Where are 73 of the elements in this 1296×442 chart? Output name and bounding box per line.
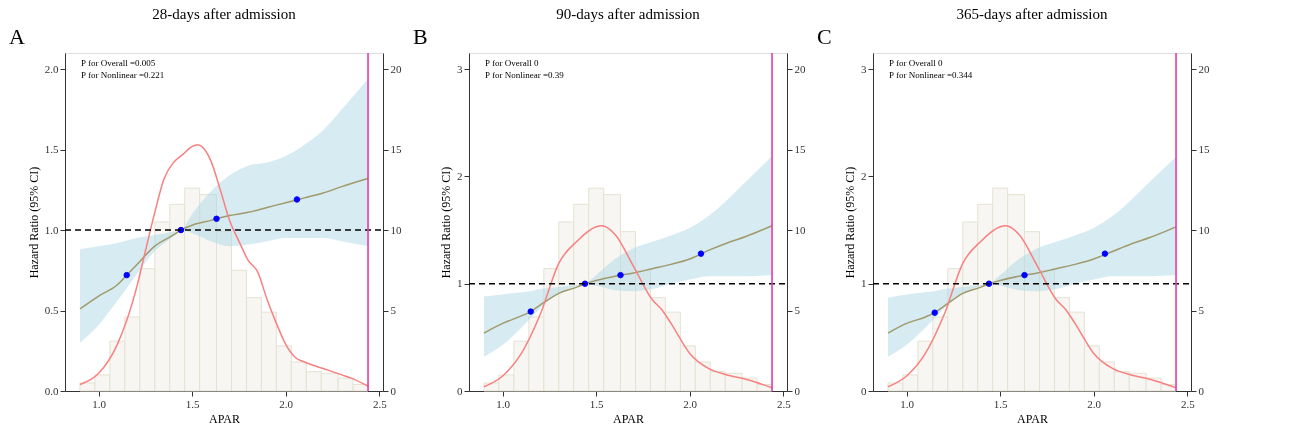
- y2-tick-label: 10: [390, 223, 402, 236]
- point: [581, 280, 589, 287]
- y-tick-label: 0: [861, 384, 867, 397]
- point: [697, 250, 705, 257]
- y-tick-label: 1: [457, 277, 463, 290]
- point: [213, 215, 220, 223]
- y2-tick-label: 15: [794, 143, 806, 156]
- y-axis-title: Hazard Ratio (95% CI): [843, 166, 857, 279]
- y-tick-label: 1.5: [44, 143, 59, 156]
- x-tick-label: 2.5: [1180, 397, 1196, 410]
- y2-tick-label: 20: [794, 62, 806, 75]
- y2-tick-label: 5: [1198, 304, 1205, 317]
- annotation: P for Overall 0: [889, 58, 943, 68]
- x-tick-label: 2.0: [279, 397, 294, 410]
- y-tick-label: 1.0: [44, 223, 59, 236]
- annotation: P for Overall 0: [485, 58, 539, 68]
- y-tick-label: 1: [861, 277, 867, 290]
- y-tick-label: 2.0: [44, 62, 59, 75]
- y2-tick-label: 5: [390, 304, 397, 317]
- x-tick-label: 2.5: [776, 397, 792, 410]
- point: [931, 309, 938, 316]
- chart-title: 365-days after admission: [956, 6, 1108, 22]
- line-series: [887, 226, 1177, 334]
- point: [1021, 271, 1028, 279]
- y2-tick-label: 0: [1198, 384, 1205, 397]
- y2-tick-label: 20: [390, 62, 402, 75]
- y2-tick-label: 0: [390, 384, 397, 397]
- y2-tick-label: 5: [794, 304, 801, 317]
- point: [177, 226, 185, 234]
- annotation: P for Nonlinear =0.39: [485, 70, 565, 80]
- y-tick-label: 0.0: [44, 384, 59, 397]
- x-tick-label: 1.0: [496, 397, 511, 410]
- y-tick-label: 0.5: [44, 304, 59, 317]
- x-tick-label: 2.5: [372, 397, 388, 410]
- x-tick-label: 1.5: [185, 397, 201, 410]
- x-tick-label: 1.0: [92, 397, 107, 410]
- x-tick-label: 2.0: [683, 397, 698, 410]
- y2-tick-label: 15: [390, 143, 402, 156]
- y-tick-label: 2: [861, 169, 867, 182]
- y-tick-label: 3: [457, 62, 463, 75]
- x-tick-label: 1.5: [589, 397, 605, 410]
- point: [985, 280, 993, 287]
- annotation: P for Nonlinear =0.344: [889, 70, 973, 80]
- line-series: [79, 177, 369, 310]
- y-tick-label: 3: [861, 62, 867, 75]
- y2-tick-label: 15: [1198, 143, 1210, 156]
- chart-title: 90-days after admission: [556, 6, 701, 22]
- y-axis-title: Hazard Ratio (95% CI): [439, 166, 453, 279]
- x-axis-title: APAR: [613, 411, 644, 426]
- annotation: P for Overall =0.005: [81, 58, 156, 68]
- point: [123, 271, 130, 279]
- point: [527, 308, 534, 315]
- x-tick-label: 2.0: [1087, 397, 1102, 410]
- point: [1101, 250, 1109, 257]
- text: B: [413, 24, 428, 49]
- y2-tick-label: 10: [1198, 223, 1210, 236]
- x-tick-label: 1.0: [900, 397, 915, 410]
- y-axis-title: Hazard Ratio (95% CI): [26, 166, 41, 279]
- point: [617, 271, 624, 279]
- y-tick-label: 0: [457, 384, 463, 397]
- y-tick-label: 2: [457, 169, 463, 182]
- point: [293, 196, 301, 203]
- y2-tick-label: 20: [1198, 62, 1210, 75]
- y2-tick-label: 10: [794, 223, 806, 236]
- text: C: [817, 24, 832, 49]
- chart-title: 28-days after admission: [152, 6, 297, 22]
- x-axis-title: APAR: [209, 411, 240, 426]
- x-axis-title: APAR: [1017, 411, 1048, 426]
- y2-tick-label: 0: [794, 384, 801, 397]
- annotation: P for Nonlinear =0.221: [81, 70, 165, 80]
- line-series: [483, 225, 773, 334]
- text: A: [9, 24, 25, 49]
- x-tick-label: 1.5: [993, 397, 1009, 410]
